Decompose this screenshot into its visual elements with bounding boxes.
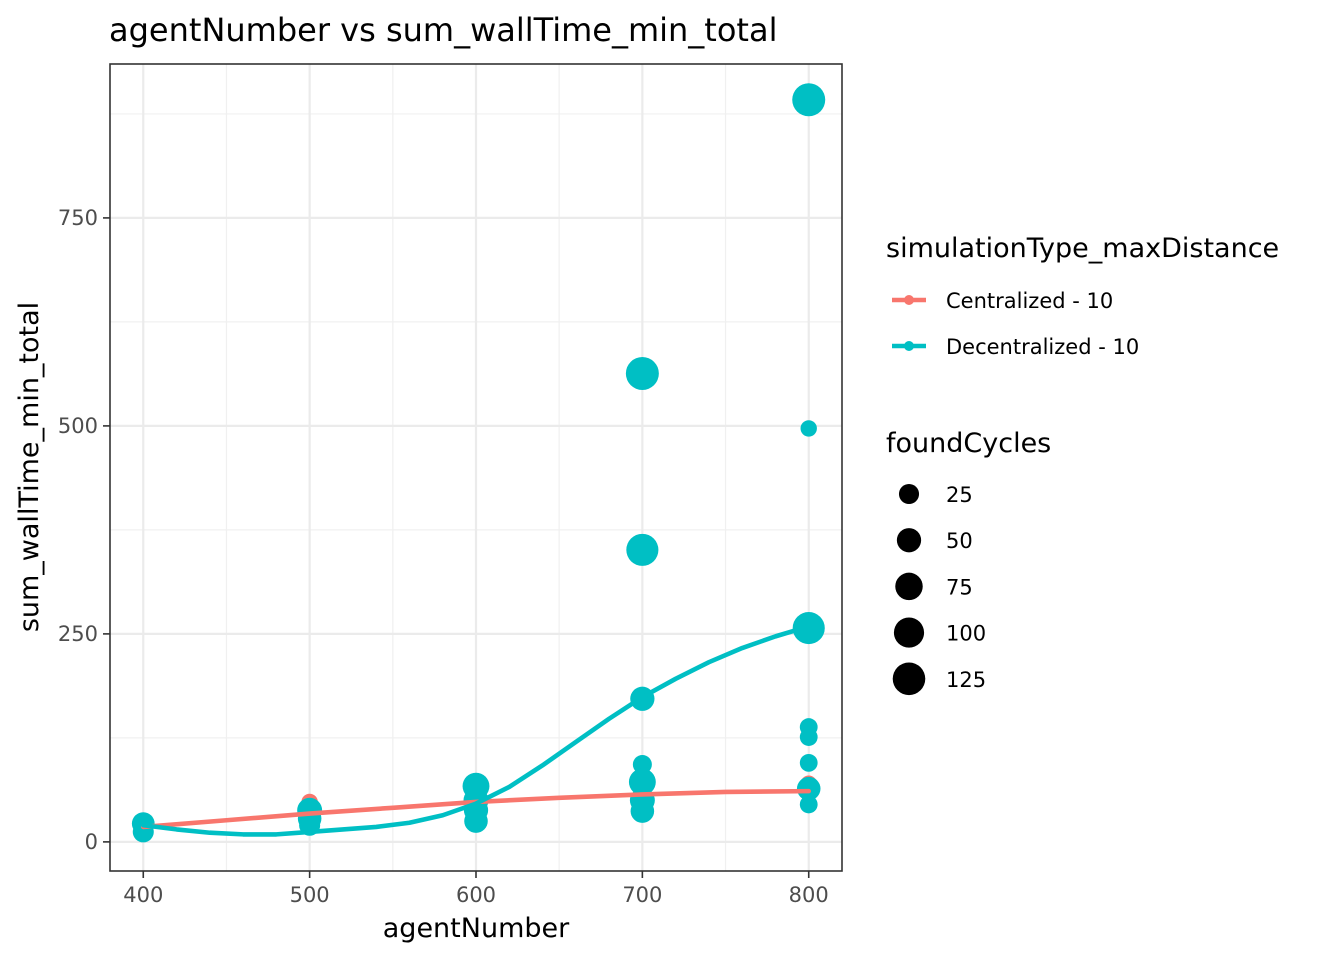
size-legend-key bbox=[892, 662, 926, 696]
data-point bbox=[799, 753, 818, 772]
size-legend-label: 75 bbox=[946, 575, 973, 599]
color-legend-title: simulationType_maxDistance bbox=[886, 233, 1279, 264]
legend: simulationType_maxDistance Centralized -… bbox=[886, 233, 1279, 696]
data-points bbox=[131, 83, 826, 843]
size-legend-label: 25 bbox=[946, 483, 973, 507]
size-legend-entries: 25 50 75 100 125 bbox=[892, 483, 986, 696]
size-legend-label: 125 bbox=[946, 668, 986, 692]
x-tick-label: 700 bbox=[622, 883, 662, 907]
x-tick-label: 600 bbox=[456, 883, 496, 907]
size-legend-key bbox=[895, 572, 923, 601]
x-axis-title: agentNumber bbox=[383, 913, 570, 944]
data-point bbox=[632, 754, 652, 775]
y-tick-label: 0 bbox=[85, 830, 98, 854]
size-legend-key bbox=[893, 617, 925, 648]
color-legend-label: Centralized - 10 bbox=[946, 289, 1113, 313]
data-point bbox=[628, 768, 656, 796]
grid-lines bbox=[110, 64, 842, 871]
data-point bbox=[800, 420, 817, 437]
data-point bbox=[799, 728, 818, 746]
legend-key-point bbox=[904, 295, 914, 305]
size-legend-key bbox=[896, 528, 922, 553]
trend-line bbox=[140, 624, 812, 837]
legend-key-point bbox=[904, 341, 914, 351]
y-tick-label: 750 bbox=[58, 206, 98, 230]
data-point bbox=[464, 809, 488, 833]
y-axis-title: sum_wallTime_min_total bbox=[14, 302, 45, 632]
y-tick-label: 500 bbox=[58, 414, 98, 438]
data-point bbox=[630, 799, 655, 823]
color-legend-label: Decentralized - 10 bbox=[946, 335, 1139, 359]
data-point bbox=[625, 356, 659, 390]
x-tick-label: 400 bbox=[123, 883, 163, 907]
chart-title: agentNumber vs sum_wallTime_min_total bbox=[109, 11, 777, 49]
size-legend-label: 100 bbox=[946, 622, 986, 646]
data-point bbox=[799, 795, 818, 814]
data-point bbox=[626, 533, 659, 566]
data-point bbox=[796, 776, 821, 801]
size-legend-key bbox=[898, 483, 920, 505]
size-legend-title: foundCycles bbox=[886, 428, 1051, 459]
data-point bbox=[792, 83, 826, 117]
size-legend-label: 50 bbox=[946, 529, 973, 553]
color-legend-entries: Centralized - 10 Decentralized - 10 bbox=[892, 289, 1139, 359]
x-tick-label: 500 bbox=[290, 883, 330, 907]
axes: 400 500 600 700 800 0 250 500 750 bbox=[58, 206, 829, 907]
x-tick-label: 800 bbox=[789, 883, 829, 907]
y-tick-label: 250 bbox=[58, 622, 98, 646]
